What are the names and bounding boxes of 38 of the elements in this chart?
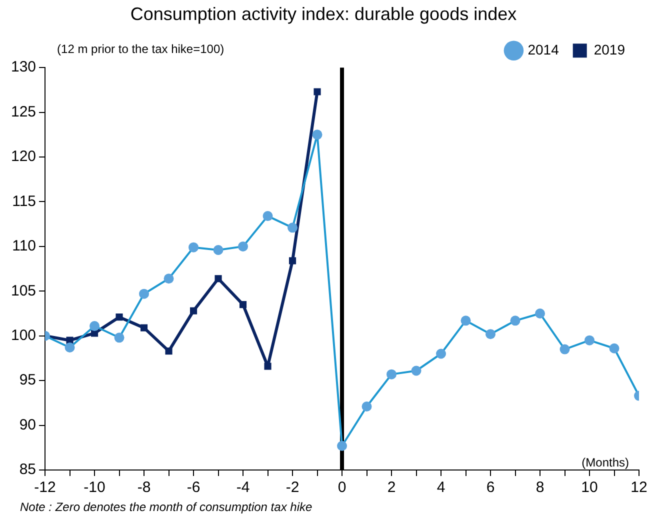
legend-label: 2019	[594, 41, 626, 58]
y-axis-title: (12 m prior to the tax hike=100)	[57, 42, 224, 56]
y-tick-label: 125	[10, 103, 36, 120]
x-tick-label: -2	[286, 479, 300, 496]
x-axis-title: (Months)	[582, 455, 630, 470]
x-tick-label: 4	[436, 479, 446, 496]
y-tick-label: 110	[12, 238, 36, 255]
x-tick-label: -4	[236, 479, 250, 496]
y-tick-label: 95	[19, 372, 36, 389]
point	[264, 362, 272, 370]
y-tick-label: 90	[19, 416, 36, 434]
x-tick-label: 12	[630, 479, 648, 496]
x-tick-label: -6	[186, 479, 200, 496]
point	[116, 314, 123, 321]
point	[190, 307, 198, 314]
x-tick-label: -12	[34, 479, 56, 496]
point	[165, 348, 172, 355]
x-tick-label: 2	[387, 479, 396, 496]
x-tick-label: -8	[137, 479, 151, 496]
point	[140, 324, 148, 332]
x-tick-label: 8	[536, 479, 544, 496]
x-tick-label: 10	[581, 479, 598, 496]
point	[288, 257, 296, 264]
y-tick-label: 100	[10, 327, 36, 344]
x-tick-label: 0	[338, 479, 346, 496]
legend-label: 2014	[528, 41, 560, 58]
text: Note : Zero denotes the month of consumption tax hike	[19, 500, 314, 514]
point	[239, 301, 247, 308]
y-tick-label: 130	[10, 58, 36, 76]
y-tick-label: 115	[12, 192, 36, 210]
x-tick-label: 6	[486, 479, 495, 496]
point	[314, 88, 321, 96]
y-tick-label: 85	[19, 461, 36, 478]
y-tick-label: 105	[10, 282, 36, 300]
point	[214, 275, 222, 282]
chart-title: Consumption activity index: durable goods index	[130, 4, 517, 24]
y-tick-label: 120	[10, 148, 36, 166]
x-tick-label: -10	[84, 479, 106, 496]
